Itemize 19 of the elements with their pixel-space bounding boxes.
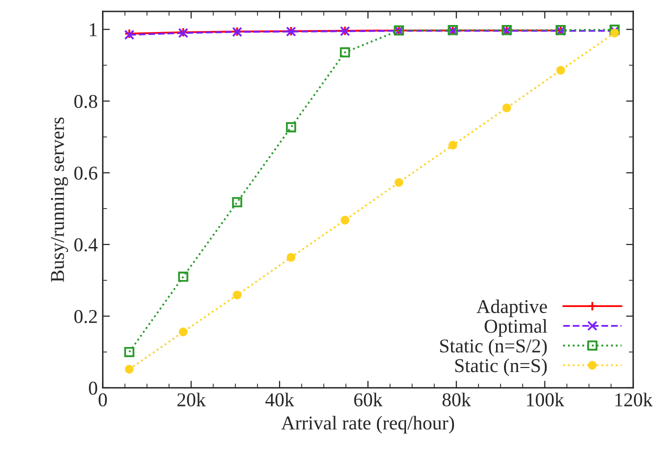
x-tick-label: 40k [265, 392, 294, 406]
y-tick-label: 0.8 [74, 94, 98, 108]
y-tick-label: 0.4 [74, 238, 98, 252]
legend-label: Static (n=S/2) [440, 338, 547, 356]
x-tick-label: 80k [442, 392, 471, 406]
legend-label: Optimal [484, 319, 548, 337]
y-axis-title: Busy/running servers [50, 117, 68, 282]
y-tick-label: 0.2 [74, 310, 97, 324]
y-tick-label: 1 [90, 23, 97, 36]
x-tick-label: 0 [98, 393, 107, 406]
x-axis-title: Arrival rate (req/hour) [281, 416, 454, 434]
x-tick-label: 100k [527, 392, 564, 406]
y-tick-label: 0.6 [74, 166, 98, 180]
y-tick-label: 0 [88, 382, 98, 395]
x-tick-label: 120k [615, 392, 653, 406]
x-tick-label: 60k [354, 392, 383, 406]
legend-label: Static (n=S) [455, 358, 547, 376]
x-tick-label: 20k [177, 392, 206, 406]
legend-label: Adaptive [476, 299, 547, 318]
